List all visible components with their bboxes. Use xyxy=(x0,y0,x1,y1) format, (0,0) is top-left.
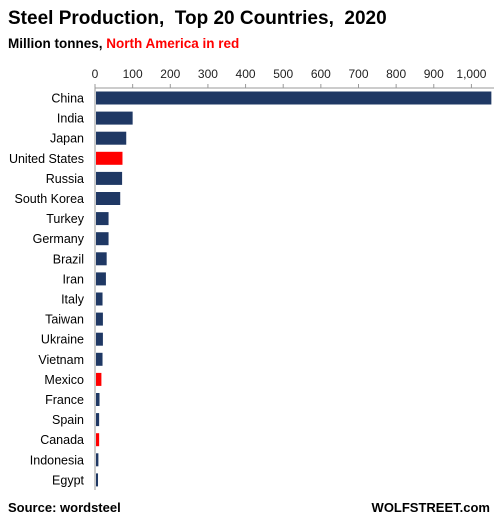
x-tick-label: 900 xyxy=(424,67,444,81)
category-label: Turkey xyxy=(46,212,84,226)
bar-france xyxy=(96,393,100,406)
category-label: South Korea xyxy=(15,192,85,206)
bar-japan xyxy=(96,131,127,145)
bar-egypt xyxy=(96,473,99,487)
x-tick-label: 200 xyxy=(160,67,180,81)
category-label: Ukraine xyxy=(41,333,84,347)
bar-iran xyxy=(96,272,106,286)
bars xyxy=(96,91,492,487)
chart-subtitle: Million tonnes, North America in red xyxy=(8,36,239,51)
category-label: China xyxy=(51,92,84,106)
bar-vietnam xyxy=(96,352,103,366)
category-label: United States xyxy=(9,152,84,166)
x-tick-label: 1,000 xyxy=(456,67,486,81)
bar-canada xyxy=(96,433,100,447)
category-label: Iran xyxy=(62,272,84,286)
x-tick-label: 800 xyxy=(386,67,406,81)
category-label: Taiwan xyxy=(45,313,84,327)
x-tick-label: 100 xyxy=(123,67,143,81)
x-tick-label: 400 xyxy=(236,67,256,81)
bar-mexico xyxy=(96,372,102,386)
category-label: Brazil xyxy=(53,252,84,266)
category-label: France xyxy=(45,393,84,407)
x-tick-label: 700 xyxy=(348,67,368,81)
x-tick-label: 600 xyxy=(311,67,331,81)
bar-russia xyxy=(96,171,123,185)
category-label: Vietnam xyxy=(38,353,84,367)
bar-united-states xyxy=(96,151,123,165)
category-labels: China India Japan United States Russia South … xyxy=(9,92,85,488)
subtitle-prefix: Million tonnes, xyxy=(8,36,107,51)
category-label: Egypt xyxy=(52,473,84,487)
bar-india xyxy=(96,111,133,125)
category-label: Indonesia xyxy=(30,453,84,467)
x-axis: 0 100 200 300 400 500 600 700 800 900 1,000 xyxy=(92,67,494,490)
category-label: Germany xyxy=(33,232,85,246)
category-label: Japan xyxy=(50,132,84,146)
bar-ukraine xyxy=(96,332,103,346)
bar-indonesia xyxy=(96,453,99,467)
category-label: Canada xyxy=(40,433,84,447)
chart-title: Steel Production, Top 20 Countries, 2020 xyxy=(8,8,387,29)
bar-spain xyxy=(96,413,100,427)
source-note: Source: wordsteel xyxy=(8,500,121,515)
bar-germany xyxy=(96,232,109,246)
bar-brazil xyxy=(96,252,107,266)
x-tick-label: 300 xyxy=(198,67,218,81)
x-tick-label: 500 xyxy=(273,67,293,81)
bar-china xyxy=(96,91,492,105)
bar-turkey xyxy=(96,212,109,226)
x-tick-label: 0 xyxy=(92,67,99,81)
subtitle-highlight: North America in red xyxy=(106,36,240,51)
bar-south-korea xyxy=(96,192,121,205)
category-label: Spain xyxy=(52,413,84,427)
category-label: Italy xyxy=(61,293,85,307)
category-label: Russia xyxy=(46,172,84,186)
bar-italy xyxy=(96,292,103,306)
category-label: India xyxy=(57,112,84,126)
category-label: Mexico xyxy=(44,373,84,387)
brand-logo-text: WOLFSTREET.com xyxy=(371,500,490,515)
bar-taiwan xyxy=(96,312,103,326)
